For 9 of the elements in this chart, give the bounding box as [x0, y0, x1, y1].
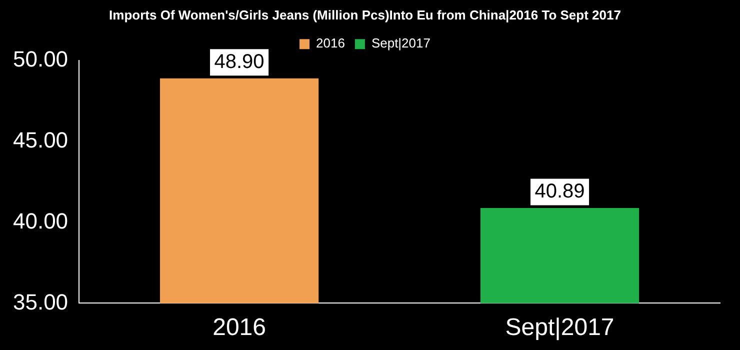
- legend-label: 2016: [316, 36, 345, 51]
- chart-title: Imports Of Women's/Girls Jeans (Million Pcs)Into Eu from China|2016 To Sept 2017: [109, 7, 621, 22]
- y-tick-label: 45.00: [12, 128, 68, 153]
- data-label: 48.90: [214, 50, 264, 73]
- y-tick-label: 40.00: [12, 208, 68, 234]
- y-tick-label: 50.00: [12, 46, 68, 72]
- data-label: 40.89: [534, 180, 585, 202]
- y-tick-label: 35.00: [12, 289, 68, 314]
- legend-label: Sept|2017: [371, 36, 430, 51]
